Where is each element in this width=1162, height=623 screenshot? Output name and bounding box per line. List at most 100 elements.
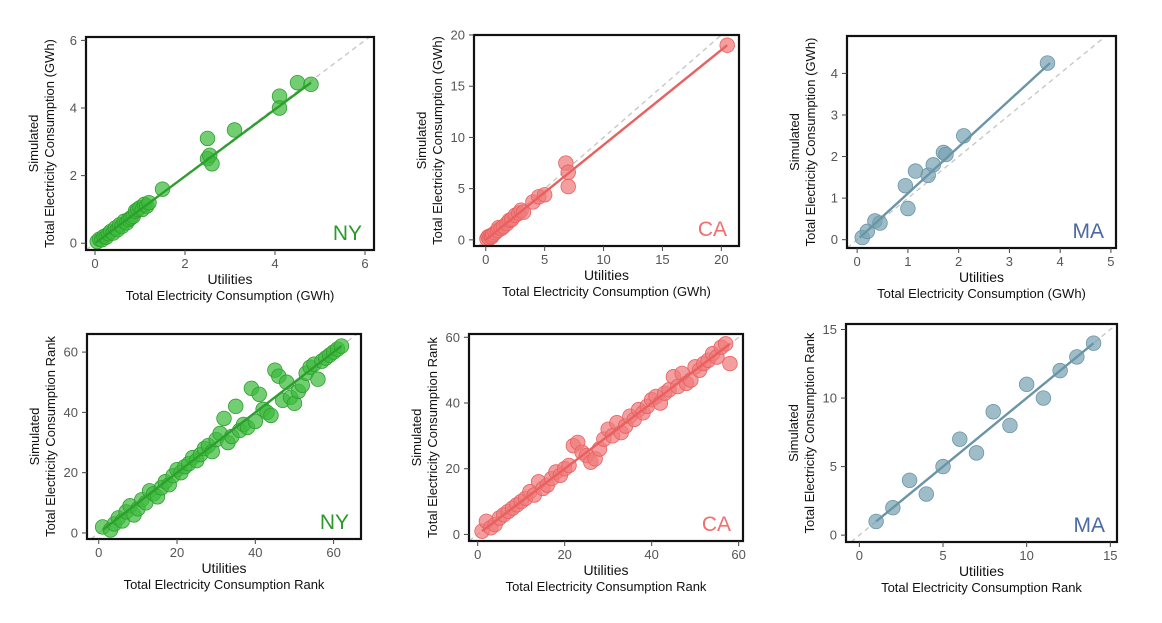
x-axis-sublabel: Total Electricity Consumption Rank <box>881 580 1082 595</box>
data-point <box>1002 417 1018 434</box>
y-axis-label: Simulated <box>786 404 801 462</box>
x-axis-sublabel: Total Electricity Consumption Rank <box>506 579 707 594</box>
data-point <box>938 146 954 163</box>
data-point <box>968 445 985 461</box>
trend-line <box>95 81 312 244</box>
plot-frame <box>85 332 363 541</box>
x-tick-label: 0 <box>482 252 489 267</box>
x-tick-label: 40 <box>644 547 658 562</box>
y-tick-label: 0 <box>830 528 837 543</box>
y-tick-label: 0 <box>831 232 838 247</box>
y-tick-label: 4 <box>831 66 838 81</box>
data-point <box>985 404 1001 420</box>
y-tick-label: 0 <box>453 527 460 542</box>
plot-area <box>850 324 1117 542</box>
y-axis-label: Simulated <box>26 115 41 173</box>
data-point <box>1018 376 1035 393</box>
y-axis-sublabel: Total Electricity Consumption (GWh) <box>430 36 445 245</box>
trend-line <box>485 44 728 241</box>
plot-frame <box>472 33 741 248</box>
x-tick-label: 15 <box>1103 548 1117 563</box>
x-tick-label: 10 <box>1019 548 1033 563</box>
data-point <box>251 386 267 402</box>
y-tick-label: 60 <box>446 330 460 345</box>
x-tick-label: 60 <box>731 547 745 562</box>
x-axis-sublabel: Total Electricity Consumption (GWh) <box>126 288 335 303</box>
trend-line <box>481 342 731 533</box>
y-tick-label: 4 <box>70 101 77 116</box>
x-tick-label: 4 <box>1057 254 1064 269</box>
state-label: MA <box>1073 220 1105 243</box>
data-point <box>722 355 738 372</box>
data-point <box>918 486 934 502</box>
data-point <box>247 413 264 430</box>
x-tick-label: 20 <box>714 252 728 267</box>
state-label: NY <box>333 222 362 245</box>
data-point <box>1035 390 1052 406</box>
data-point <box>216 410 232 427</box>
x-tick-label: 2 <box>955 254 962 269</box>
x-tick-label: 5 <box>1107 254 1114 269</box>
y-tick-label: 40 <box>446 396 460 411</box>
x-axis-sublabel: Total Electricity Consumption (GWh) <box>502 284 711 299</box>
y-tick-label: 20 <box>64 465 78 480</box>
x-tick-label: 0 <box>856 548 863 563</box>
x-tick-label: 5 <box>541 252 548 267</box>
x-tick-label: 60 <box>326 545 340 560</box>
y-tick-label: 40 <box>64 405 78 420</box>
y-tick-label: 15 <box>823 322 837 337</box>
data-point <box>263 407 279 424</box>
y-axis-sublabel: Total Electricity Consumption Rank <box>43 336 58 537</box>
y-tick-label: 1 <box>831 191 838 206</box>
state-label: CA <box>698 218 727 241</box>
y-axis-sublabel: Total Electricity Consumption Rank <box>425 337 440 538</box>
trend-line <box>875 342 1095 523</box>
x-axis-label: Utilities <box>584 267 629 283</box>
x-tick-label: 4 <box>271 256 278 271</box>
x-axis-sublabel: Total Electricity Consumption (GWh) <box>877 286 1086 301</box>
x-axis-label: Utilities <box>201 560 246 576</box>
x-tick-label: 3 <box>1006 254 1013 269</box>
state-label: NY <box>320 511 349 534</box>
data-point <box>303 76 319 93</box>
x-axis-label: Utilities <box>207 271 252 287</box>
x-tick-label: 2 <box>181 256 188 271</box>
plot-area <box>86 37 371 250</box>
data-point <box>872 215 888 231</box>
y-tick-label: 60 <box>64 345 78 360</box>
plot-area <box>90 334 358 539</box>
y-tick-label: 5 <box>458 181 465 196</box>
y-axis-sublabel: Total Electricity Consumption (GWh) <box>803 38 818 247</box>
x-tick-label: 10 <box>596 252 610 267</box>
y-axis-label: Simulated <box>409 409 424 467</box>
y-axis-label: Simulated <box>787 113 802 171</box>
plot-area <box>469 334 743 541</box>
data-point <box>1039 55 1056 71</box>
plot-area <box>478 35 735 246</box>
x-tick-label: 15 <box>655 252 669 267</box>
data-point <box>900 200 916 217</box>
x-tick-label: 20 <box>557 547 571 562</box>
y-tick-label: 20 <box>451 28 465 43</box>
y-tick-label: 2 <box>831 149 838 164</box>
state-label: CA <box>702 513 731 536</box>
x-axis-sublabel: Total Electricity Consumption Rank <box>124 577 325 592</box>
x-tick-label: 5 <box>939 548 946 563</box>
y-tick-label: 2 <box>70 168 77 183</box>
y-tick-label: 10 <box>451 130 465 145</box>
data-point <box>717 336 734 352</box>
identity-line <box>847 36 1107 248</box>
trend-line <box>858 62 1051 239</box>
data-point <box>228 398 244 415</box>
plot-frame <box>844 322 1119 544</box>
data-point <box>536 187 553 203</box>
trend-line <box>101 345 343 531</box>
data-point <box>310 371 326 387</box>
y-tick-label: 3 <box>831 107 838 122</box>
